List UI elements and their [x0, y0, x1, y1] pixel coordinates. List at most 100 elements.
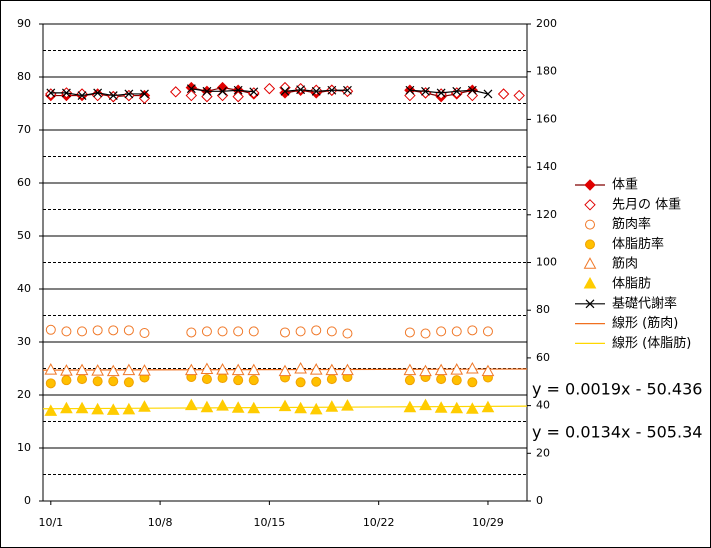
marker — [201, 374, 212, 385]
marker — [122, 363, 136, 376]
y2-tick-label: 0 — [536, 494, 543, 507]
legend-marker — [585, 239, 595, 250]
marker — [325, 400, 339, 412]
marker — [91, 364, 104, 376]
marker — [138, 400, 151, 412]
marker — [233, 85, 243, 95]
marker — [436, 88, 446, 98]
marker — [217, 326, 228, 337]
marker — [434, 401, 448, 413]
y-tick-label: 0 — [24, 494, 31, 507]
marker — [108, 91, 118, 100]
marker — [450, 401, 464, 414]
legend-marker — [584, 179, 596, 191]
marker — [218, 86, 227, 96]
marker — [77, 326, 88, 337]
marker — [451, 375, 462, 386]
y2-tick-label: 100 — [536, 256, 557, 269]
marker — [184, 398, 198, 411]
marker — [295, 326, 306, 337]
marker — [124, 89, 134, 99]
marker — [296, 85, 306, 95]
marker — [311, 86, 321, 96]
marker — [185, 89, 198, 102]
y-tick-label: 90 — [17, 17, 31, 30]
x-tick-label: 10/8 — [148, 516, 173, 529]
legend-marker — [584, 199, 596, 211]
legend-label: 筋肉 — [612, 256, 638, 272]
x-tick-label: 10/29 — [472, 516, 504, 529]
marker — [202, 86, 212, 96]
marker — [248, 375, 259, 386]
y2-tick-label: 20 — [536, 446, 550, 459]
x-tick-label: 10/15 — [254, 516, 286, 529]
marker — [280, 86, 290, 96]
marker — [513, 89, 525, 102]
y-tick-label: 60 — [17, 176, 31, 189]
marker — [123, 325, 134, 336]
legend-label: 体脂肪率 — [612, 236, 664, 252]
y-tick-label: 20 — [17, 388, 31, 401]
legend-label: 基礎代謝率 — [612, 295, 677, 311]
legend-label: 体脂肪 — [612, 276, 651, 292]
marker — [123, 377, 134, 388]
legend-label: 線形 (体脂肪) — [612, 335, 691, 351]
marker — [91, 402, 104, 415]
marker — [106, 364, 120, 377]
legend-marker — [583, 257, 597, 269]
marker — [420, 328, 431, 339]
marker — [294, 361, 307, 374]
x-tick-label: 10/22 — [363, 516, 395, 529]
y2-tick-label: 180 — [536, 65, 557, 78]
marker — [46, 88, 56, 98]
marker — [419, 364, 432, 377]
marker — [61, 88, 71, 98]
marker — [403, 363, 417, 376]
marker — [295, 377, 306, 388]
marker — [279, 81, 291, 94]
marker — [122, 402, 136, 415]
legend-marker — [585, 219, 595, 230]
y-tick-label: 80 — [17, 70, 31, 83]
marker — [467, 325, 478, 336]
marker — [232, 90, 244, 103]
marker — [170, 86, 182, 98]
marker — [466, 402, 479, 414]
legend-label: 筋肉率 — [612, 216, 651, 232]
marker — [451, 326, 462, 337]
marker — [186, 84, 196, 94]
marker — [233, 326, 244, 337]
legend-marker — [585, 299, 595, 309]
marker — [294, 401, 307, 414]
marker — [61, 375, 72, 386]
marker — [482, 326, 493, 337]
marker — [44, 404, 58, 416]
marker — [434, 363, 448, 376]
marker — [108, 325, 119, 336]
marker — [481, 400, 495, 413]
marker — [77, 374, 88, 385]
marker — [45, 88, 57, 100]
y2-tick-label: 140 — [536, 160, 557, 173]
legend-label: 先月の 体重 — [612, 196, 681, 212]
marker — [404, 375, 415, 386]
marker — [309, 363, 323, 375]
marker — [200, 362, 214, 375]
marker — [341, 399, 354, 411]
y-tick-label: 30 — [17, 335, 31, 348]
marker — [483, 89, 493, 99]
marker — [481, 364, 495, 377]
marker — [436, 374, 447, 385]
trend-equation: y = 0.0134x - 505.34 — [532, 423, 702, 442]
marker — [467, 85, 477, 95]
marker — [75, 401, 89, 414]
marker — [280, 327, 290, 338]
marker — [138, 364, 151, 376]
marker — [419, 398, 432, 411]
marker — [263, 82, 276, 95]
marker — [309, 402, 323, 415]
y2-tick-label: 60 — [536, 351, 550, 364]
x-tick-label: 10/1 — [38, 516, 63, 529]
marker — [450, 363, 464, 375]
marker — [403, 400, 417, 413]
